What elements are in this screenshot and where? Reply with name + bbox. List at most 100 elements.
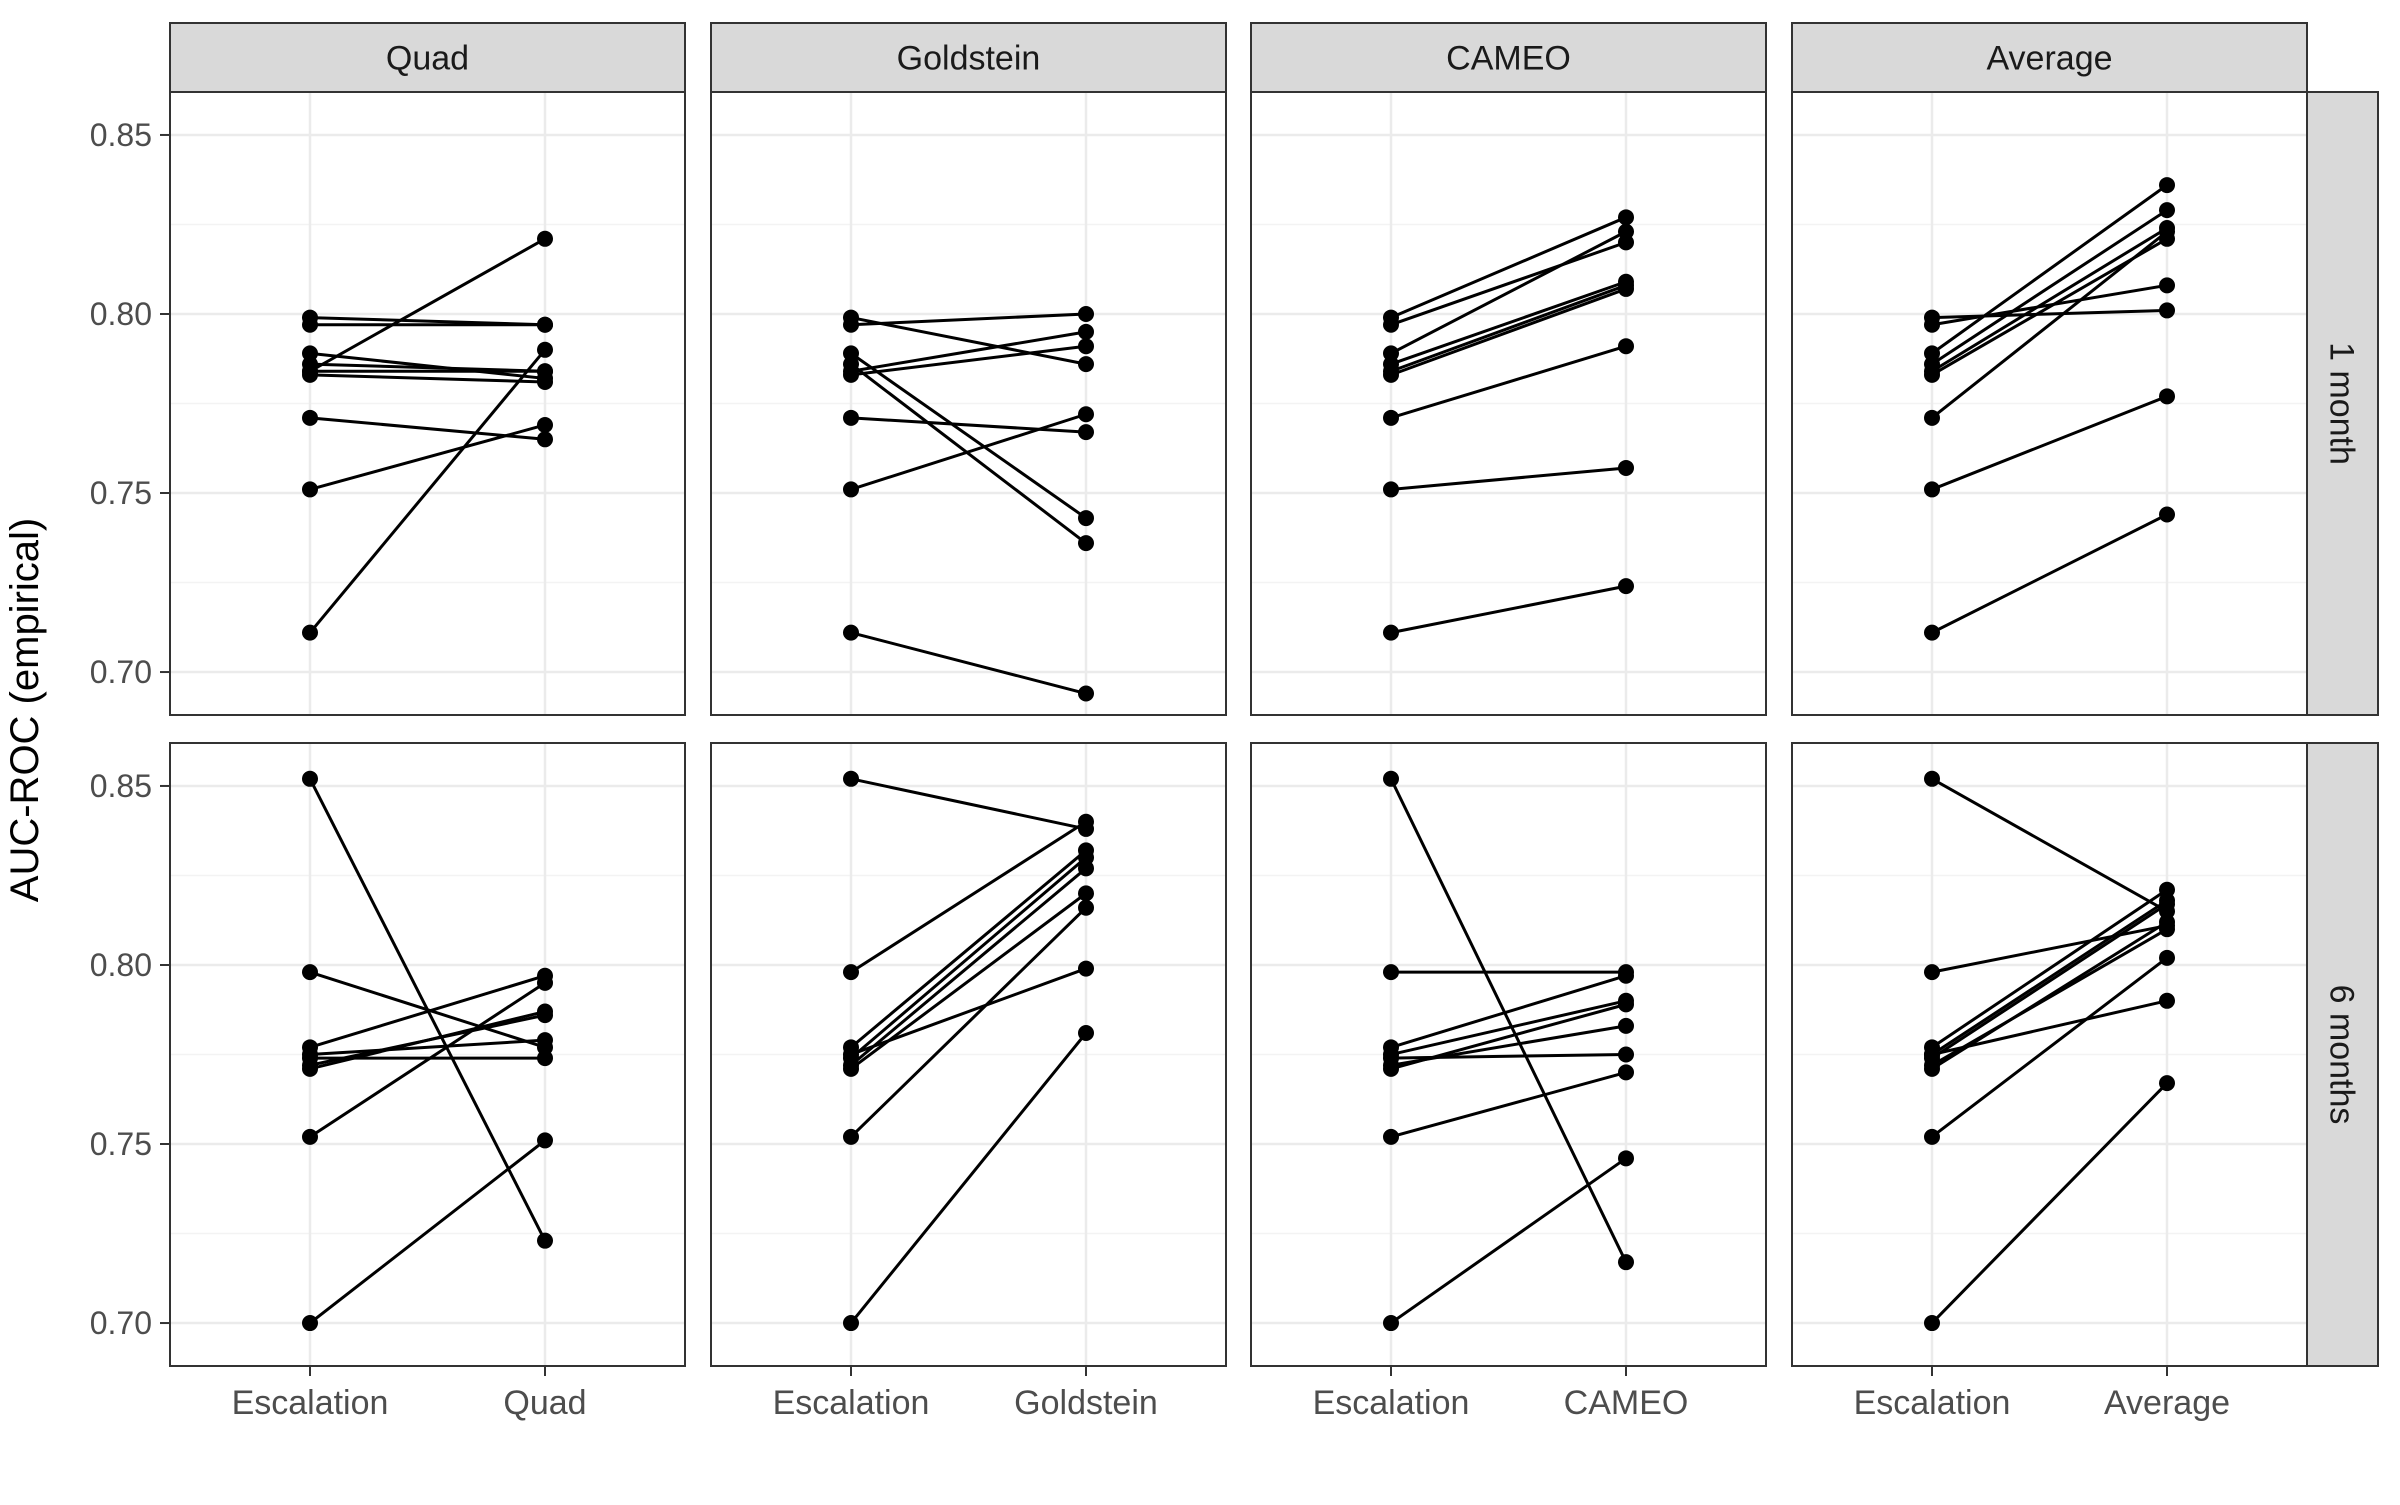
data-point-cameo-6-months	[1618, 1254, 1634, 1271]
data-point-average-1-month	[2159, 388, 2175, 405]
data-line-goldstein-6-months	[849, 906, 1088, 1138]
data-point-goldstein-6-months	[1078, 960, 1094, 977]
data-point-quad-1-month	[537, 416, 553, 433]
facet-strip-label-1-month: 1 month	[2323, 342, 2361, 465]
data-point-cameo-6-months	[1383, 1060, 1399, 1077]
data-point-goldstein-6-months	[843, 964, 859, 981]
data-point-cameo-6-months	[1618, 1150, 1634, 1167]
data-point-quad-6-months	[537, 1232, 553, 1249]
data-point-average-6-months	[2159, 1075, 2175, 1092]
data-point-goldstein-1-month	[843, 481, 859, 498]
data-line-quad-6-months	[309, 970, 546, 1049]
x-tick-label: Escalation	[1313, 1384, 1470, 1422]
data-line-goldstein-6-months	[850, 856, 1087, 1060]
data-line-cameo-1-month	[1390, 230, 1627, 355]
data-point-goldstein-6-months	[1078, 885, 1094, 902]
data-point-cameo-1-month	[1618, 280, 1634, 297]
data-point-cameo-6-months	[1383, 1315, 1399, 1332]
data-point-goldstein-1-month	[843, 409, 859, 426]
data-line-average-6-months	[1931, 777, 2168, 913]
data-point-average-1-month	[2159, 177, 2175, 194]
panel-border-quad-6-months	[169, 742, 686, 1367]
data-point-cameo-1-month	[1618, 578, 1634, 595]
panel-border-goldstein-1-month	[710, 91, 1227, 716]
data-line-goldstein-6-months	[849, 1032, 1088, 1324]
data-point-quad-6-months	[302, 1128, 318, 1145]
data-line-cameo-6-months	[1390, 1002, 1627, 1071]
data-point-average-1-month	[2159, 302, 2175, 319]
data-point-cameo-6-months	[1618, 1017, 1634, 1034]
data-line-goldstein-1-month	[850, 416, 1087, 434]
data-line-cameo-1-month	[1390, 584, 1627, 635]
data-line-cameo-6-months	[1390, 1070, 1627, 1139]
data-point-average-6-months	[2159, 914, 2175, 931]
facet-strip-cameo	[1250, 22, 1767, 93]
data-line-goldstein-6-months	[850, 892, 1087, 1071]
data-line-quad-6-months	[309, 1139, 546, 1325]
data-point-average-6-months	[1924, 1046, 1940, 1063]
data-point-average-6-months	[2159, 992, 2175, 1009]
data-point-goldstein-6-months	[1078, 1025, 1094, 1042]
data-point-cameo-6-months	[1383, 1128, 1399, 1145]
data-point-average-6-months	[1924, 1128, 1940, 1145]
data-line-goldstein-1-month	[850, 352, 1087, 520]
data-point-average-1-month	[1924, 481, 1940, 498]
data-point-goldstein-1-month	[843, 624, 859, 641]
data-point-average-1-month	[2159, 223, 2175, 240]
x-tick-label: Quad	[503, 1384, 586, 1422]
x-tick-label: Escalation	[1854, 1384, 2011, 1422]
data-point-goldstein-6-months	[1078, 899, 1094, 916]
data-point-average-1-month	[1924, 316, 1940, 333]
data-line-cameo-1-month	[1390, 283, 1627, 373]
data-line-average-1-month	[1931, 208, 2168, 366]
data-point-cameo-1-month	[1383, 481, 1399, 498]
data-line-cameo-1-month	[1390, 466, 1627, 491]
data-line-cameo-6-months	[1389, 778, 1628, 1263]
data-line-cameo-1-month	[1390, 240, 1627, 327]
data-point-goldstein-1-month	[1078, 356, 1094, 373]
y-tick-label: 0.85	[90, 768, 152, 804]
data-line-average-1-month	[1931, 230, 2168, 419]
data-point-goldstein-1-month	[1078, 338, 1094, 355]
facet-strip-goldstein	[710, 22, 1227, 93]
data-point-quad-6-months	[537, 1050, 553, 1067]
data-point-goldstein-6-months	[843, 1128, 859, 1145]
data-line-goldstein-1-month	[850, 316, 1087, 366]
data-point-cameo-1-month	[1383, 624, 1399, 641]
data-point-goldstein-1-month	[1078, 424, 1094, 441]
x-tick-label: Goldstein	[1014, 1384, 1158, 1422]
data-line-cameo-1-month	[1390, 215, 1627, 319]
data-line-average-1-month	[1931, 308, 2168, 320]
data-line-cameo-6-months	[1390, 999, 1627, 1056]
panel-border-average-1-month	[1791, 91, 2308, 716]
data-point-goldstein-1-month	[843, 316, 859, 333]
facet-strip-label-cameo: CAMEO	[1446, 40, 1571, 78]
data-line-quad-1-month	[309, 237, 546, 373]
panel-border-quad-1-month	[169, 91, 686, 716]
y-axis-label: AUC-ROC (empirical)	[3, 518, 47, 902]
data-point-quad-6-months	[537, 1003, 553, 1020]
data-line-goldstein-1-month	[850, 362, 1087, 545]
y-tick-label: 0.70	[90, 654, 152, 690]
facet-strip-label-6-months: 6 months	[2323, 985, 2361, 1125]
data-line-average-1-month	[1931, 513, 2168, 634]
facet-strip-6-months	[2306, 742, 2379, 1367]
data-point-goldstein-1-month	[1078, 535, 1094, 552]
data-point-cameo-1-month	[1618, 338, 1634, 355]
data-point-cameo-6-months	[1618, 1046, 1634, 1063]
data-point-goldstein-6-months	[1078, 813, 1094, 830]
data-point-cameo-1-month	[1383, 316, 1399, 333]
data-point-quad-6-months	[537, 1032, 553, 1049]
data-line-quad-6-months	[309, 981, 546, 1139]
data-point-average-1-month	[2159, 506, 2175, 523]
data-line-quad-1-month	[309, 373, 546, 384]
data-point-cameo-1-month	[1383, 366, 1399, 383]
data-point-average-6-months	[1924, 770, 1940, 787]
panel-border-cameo-6-months	[1250, 742, 1767, 1367]
data-line-average-6-months	[1930, 1082, 2169, 1325]
data-point-goldstein-6-months	[843, 1060, 859, 1077]
data-line-goldstein-1-month	[850, 631, 1087, 695]
data-point-average-6-months	[1924, 964, 1940, 981]
